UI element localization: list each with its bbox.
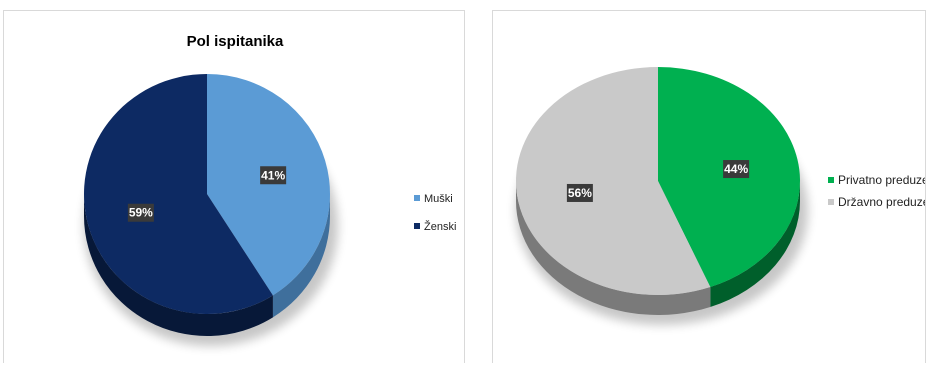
pie-slice [207,74,330,296]
pie-chart-company-type: 44% 56% Privatno preduzeće Državno preduzeć… [516,67,925,325]
data-label: 44% [724,162,748,176]
pie-slice [516,67,711,295]
data-label-box [723,160,750,179]
pie-slice [83,74,273,314]
chart-panel-gender: Pol ispitanika 41% 59% Muški Ženski [3,10,465,363]
data-label-box [260,166,287,185]
legend-swatch [414,223,420,229]
chart-panel-company-type: 44% 56% Privatno preduzeće Državno preduzeć… [492,10,926,363]
data-label: 41% [261,168,285,182]
pie-chart-gender: Pol ispitanika 41% 59% Muški Ženski [83,33,456,346]
pie-slice-side [84,194,273,336]
legend-label: Muški [424,193,453,205]
legend-swatch [414,195,420,201]
legend-label: Privatno preduzeće [838,173,925,187]
pie-slice-side [516,181,711,315]
pie-slice-side [710,181,800,307]
legend-swatch [828,199,834,205]
data-label-box [566,183,593,202]
pie-slice-side [272,194,330,318]
legend-label: Državno preduzeće [838,195,925,209]
legend-label: Ženski [424,220,456,233]
data-label: 56% [568,186,592,200]
chart-title: Pol ispitanika [187,33,284,50]
legend-swatch [828,177,834,183]
data-label: 59% [129,206,153,220]
data-label-box [127,203,154,222]
